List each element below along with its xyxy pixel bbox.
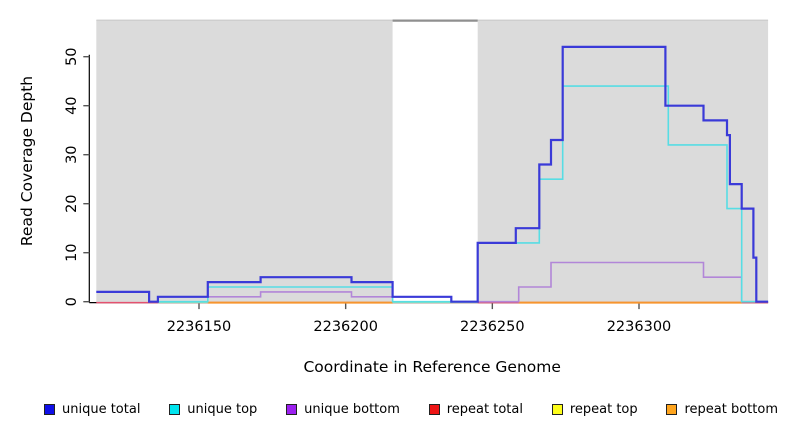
x-tick-label: 2236250 xyxy=(460,319,525,335)
legend-swatch-repeat-top xyxy=(551,403,563,415)
legend-swatch-repeat-bottom xyxy=(666,403,678,415)
y-tick-label: 50 xyxy=(64,47,80,65)
y-axis-title: Read Coverage Depth xyxy=(18,76,36,246)
x-tick-label: 2236150 xyxy=(167,319,232,335)
legend-label: unique bottom xyxy=(304,401,400,417)
legend-swatch-unique-total xyxy=(44,403,55,415)
coverage-line-unique-total xyxy=(96,45,769,303)
legend-item-unique-total: unique total xyxy=(44,402,140,417)
x-tick-label: 2236300 xyxy=(607,319,672,335)
legend-item-unique-bottom: unique bottom xyxy=(286,402,400,417)
x-axis-title: Coordinate in Reference Genome xyxy=(303,358,560,376)
legend: unique total unique top unique bottom repea… xyxy=(0,398,792,420)
legend-item-repeat-bottom: repeat bottom xyxy=(666,402,778,417)
legend-label: repeat top xyxy=(569,401,638,417)
coverage-line-unique-top xyxy=(157,85,769,303)
y-tick-label: 40 xyxy=(64,96,80,114)
legend-item-repeat-top: repeat top xyxy=(551,401,638,417)
legend-swatch-unique-bottom xyxy=(286,403,298,415)
legend-label: repeat total xyxy=(446,401,523,417)
legend-swatch-repeat-total xyxy=(428,403,440,415)
plot-canvas: 2236150 2236200 2236250 2236300 0 10 20 30 40 50 C… xyxy=(18,19,769,376)
y-tick-label: 10 xyxy=(64,243,80,261)
legend-item-unique-top: unique top xyxy=(169,402,257,417)
legend-label: unique top xyxy=(187,401,258,417)
coverage-line-unique-bottom xyxy=(207,261,769,303)
y-tick-label: 30 xyxy=(64,145,80,163)
y-tick-label: 20 xyxy=(64,194,80,212)
legend-item-repeat-total: repeat total xyxy=(428,401,523,417)
plot-background-region xyxy=(477,20,769,303)
x-tick-label: 2236200 xyxy=(313,319,378,335)
legend-label: unique total xyxy=(62,401,141,417)
plot-background-region xyxy=(96,20,393,303)
y-tick-label: 0 xyxy=(64,297,80,306)
legend-swatch-unique-top xyxy=(169,403,181,415)
legend-label: repeat bottom xyxy=(684,401,778,417)
